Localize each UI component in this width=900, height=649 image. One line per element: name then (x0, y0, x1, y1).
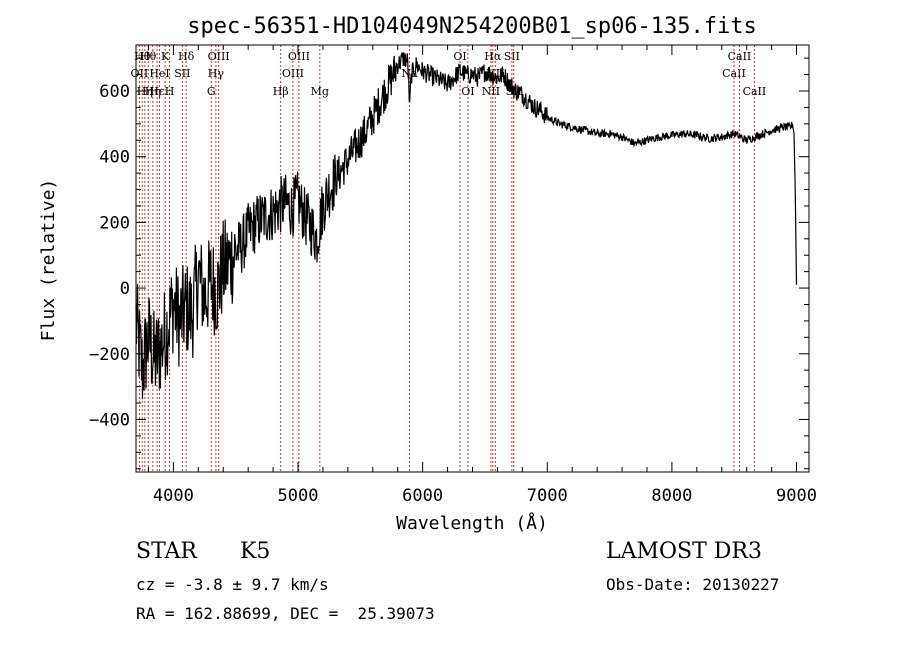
y-tick-label: 0 (120, 279, 130, 299)
line-marker-label: OIII (288, 50, 310, 63)
line-marker-label: Hα (484, 50, 502, 63)
y-tick-label: −200 (89, 345, 130, 365)
x-tick-label: 8000 (651, 486, 692, 506)
line-marker-label: G (207, 85, 216, 98)
x-axis: 4000 5000 6000 7000 8000 9000 (147, 45, 817, 506)
line-marker-label: OII (131, 67, 149, 80)
line-marker-label: Hη (137, 85, 153, 98)
obs-date: Obs-Date: 20130227 (606, 575, 780, 594)
survey-name: LAMOST DR3 (606, 539, 762, 564)
line-marker-label: K (161, 50, 170, 63)
x-tick-label: 9000 (776, 486, 817, 506)
y-tick-label: −400 (89, 410, 130, 430)
y-axis-label: Flux (relative) (38, 179, 59, 342)
line-marker-label: Hγ (208, 67, 225, 80)
line-marker-label: OI (453, 50, 466, 63)
line-marker-label: CaII (743, 85, 767, 98)
y-tick-label: 400 (99, 148, 130, 168)
y-tick-label: 600 (99, 82, 130, 102)
emission-line-markers: OIIHθHηHθHηHεHeIKHSIIHδGHγOIIIHβOIIIOIII… (131, 45, 767, 472)
line-marker-label: SII (174, 67, 190, 80)
line-marker-label: Hθ (140, 50, 157, 63)
object-type: STAR (136, 539, 197, 564)
x-tick-label: 6000 (402, 486, 443, 506)
line-marker-label: HeI (149, 67, 169, 80)
chart-title: spec-56351-HD104049N254200B01_sp06-135.f… (187, 14, 757, 39)
x-tick-label: 7000 (527, 486, 568, 506)
line-marker-label: Hδ (178, 50, 195, 63)
line-marker-label: CaII (722, 67, 746, 80)
redshift-value: cz = -3.8 ± 9.7 km/s (136, 575, 329, 594)
line-marker-label: OIII (208, 50, 230, 63)
line-marker-label: Mg (311, 85, 329, 98)
x-axis-label: Wavelength (Å) (396, 512, 548, 534)
coordinates: RA = 162.88699, DEC = 25.39073 (136, 604, 435, 623)
line-marker-label: Hε (149, 85, 165, 98)
y-axis: −400 −200 0 200 400 600 (89, 57, 809, 470)
subclass: K5 (240, 539, 271, 564)
x-tick-label: 5000 (278, 486, 319, 506)
y-tick-label: 200 (99, 213, 130, 233)
line-marker-label: OIII (282, 67, 304, 80)
line-marker-label: Hθ (134, 50, 151, 63)
line-marker-label: CaII (728, 50, 752, 63)
line-marker-label: SII (504, 50, 520, 63)
x-tick-label: 4000 (153, 486, 194, 506)
line-marker-label: OI (461, 85, 474, 98)
line-marker-label: NII (482, 85, 500, 98)
line-marker-label: H (165, 85, 175, 98)
line-marker-label: Hβ (273, 85, 289, 98)
spectrum-series (135, 51, 798, 400)
